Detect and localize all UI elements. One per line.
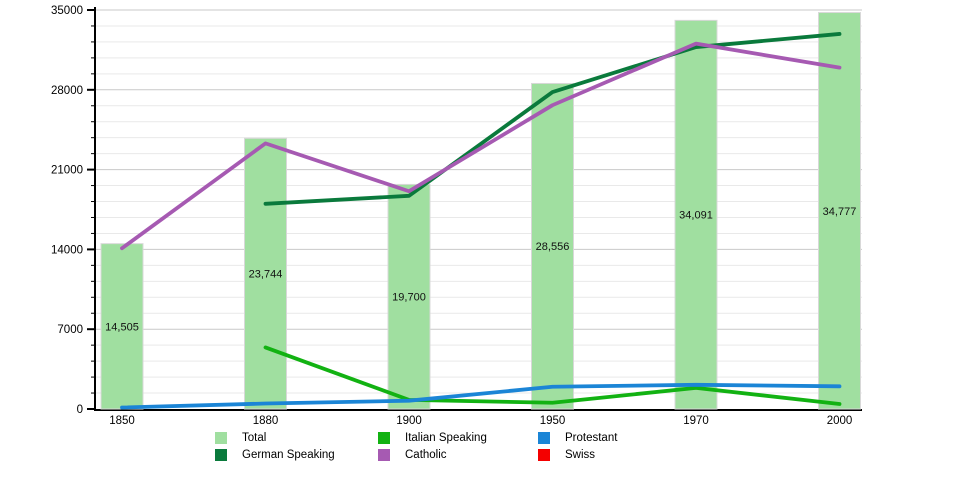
legend-item-catholic: Catholic	[378, 446, 487, 463]
x-axis-tick-label: 1900	[396, 415, 422, 427]
total-bar-1850	[100, 243, 144, 410]
legend-column-2: Protestant Swiss	[538, 429, 617, 463]
legend-swatch-total	[215, 431, 227, 444]
series-line-protestant	[120, 382, 842, 410]
x-axis-tick-label: 1950	[540, 415, 566, 427]
legend-label: Total	[242, 431, 267, 444]
legend-swatch-catholic	[378, 448, 390, 461]
total-bar-1970	[674, 19, 718, 410]
chart-legend: Total German Speaking Italian Speaking Cath…	[0, 429, 960, 469]
y-axis-tick-label: 14000	[51, 244, 83, 256]
legend-label: German Speaking	[242, 448, 335, 461]
x-axis-tick-label: 1850	[109, 415, 135, 427]
legend-label: Protestant	[565, 431, 618, 444]
chart-canvas: 0 7000 14000 21000 28000 35000 14,505 23,744 19,…	[51, 5, 862, 427]
legend-swatch-german-speaking	[215, 448, 227, 461]
legend-column-0: Total German Speaking	[215, 429, 335, 463]
bar-value-label-1950: 28,556	[536, 241, 570, 253]
bar-value-label-1880: 23,744	[249, 269, 283, 281]
legend-item-swiss: Swiss	[538, 446, 617, 463]
x-axis-tick-label: 1880	[253, 415, 279, 427]
y-axis-tick-label: 0	[77, 404, 83, 416]
series-line-italian-speaking	[263, 345, 842, 406]
legend-item-italian-speaking: Italian Speaking	[378, 429, 487, 446]
legend-item-german-speaking: German Speaking	[215, 446, 335, 463]
series-line-catholic	[120, 41, 842, 251]
legend-label: Swiss	[565, 448, 596, 461]
legend-swatch-protestant	[538, 431, 550, 444]
bar-value-label-1850: 14,505	[105, 321, 139, 333]
bar-value-label-1970: 34,091	[679, 210, 713, 222]
legend-item-protestant: Protestant	[538, 429, 617, 446]
total-bar-1900	[387, 183, 431, 410]
total-bar-1950	[531, 82, 574, 410]
series-line-german-speaking	[263, 32, 842, 206]
legend-swatch-italian-speaking	[378, 431, 390, 444]
x-axis-tick-label: 2000	[827, 415, 853, 427]
legend-label: Italian Speaking	[405, 431, 487, 444]
chart-plot-area: 0 7000 14000 21000 28000 35000 14,505 23,744 19,…	[51, 5, 862, 427]
total-bar-2000	[818, 12, 861, 410]
legend-item-total: Total	[215, 429, 335, 446]
legend-column-1: Italian Speaking Catholic	[378, 429, 487, 463]
bar-value-label-1900: 19,700	[392, 292, 426, 304]
y-axis-tick-label: 7000	[57, 324, 83, 336]
legend-swatch-swiss	[538, 448, 550, 461]
y-axis-tick-label: 35000	[51, 5, 83, 17]
total-bar-1880	[244, 137, 287, 410]
y-axis-tick-label: 28000	[51, 85, 83, 97]
legend-label: Catholic	[405, 448, 447, 461]
y-axis-tick-label: 21000	[51, 165, 83, 177]
bar-value-label-2000: 34,777	[823, 206, 857, 218]
x-axis-tick-label: 1970	[683, 415, 709, 427]
